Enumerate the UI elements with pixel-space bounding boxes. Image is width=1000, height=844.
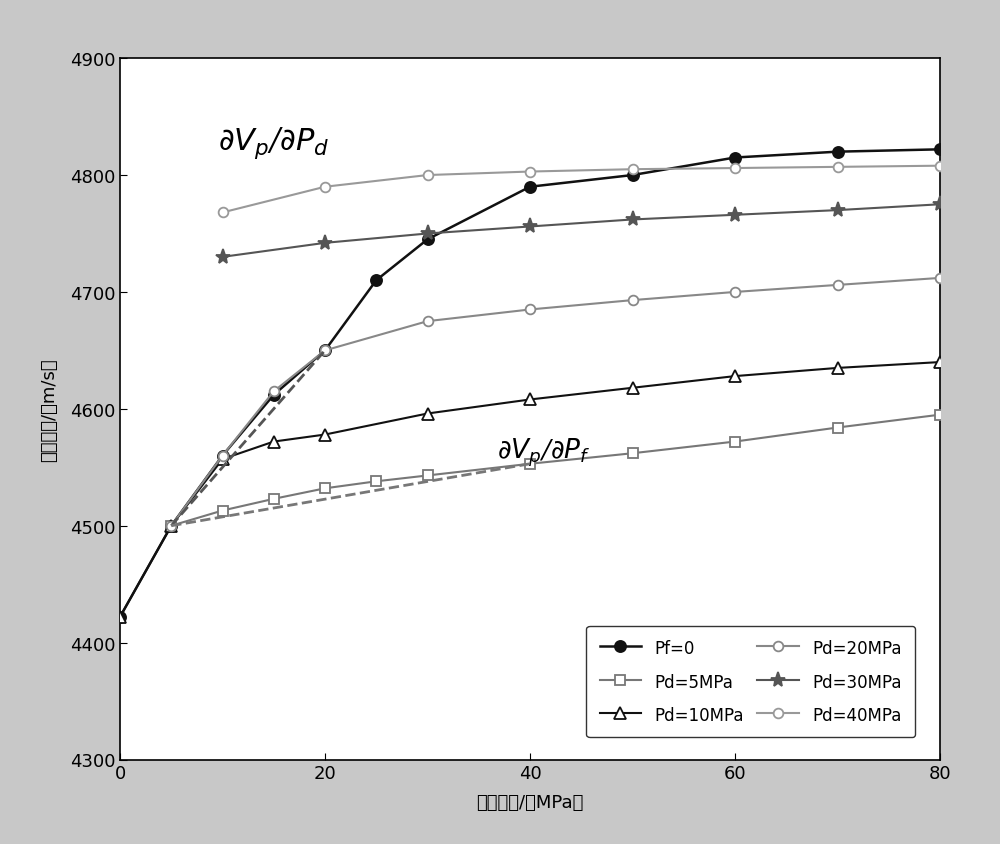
X-axis label: 有效压力/（MPa）: 有效压力/（MPa） <box>476 793 584 812</box>
Legend: Pf=0, Pd=5MPa, Pd=10MPa, Pd=20MPa, Pd=30MPa, Pd=40MPa: Pf=0, Pd=5MPa, Pd=10MPa, Pd=20MPa, Pd=30… <box>586 626 915 738</box>
Y-axis label: 纵波速度/（m/s）: 纵波速度/（m/s） <box>41 358 59 461</box>
Text: $\partial V_p$/$\partial P_d$: $\partial V_p$/$\partial P_d$ <box>218 126 330 161</box>
Text: $\partial V_p$/$\partial P_f$: $\partial V_p$/$\partial P_f$ <box>497 436 591 469</box>
